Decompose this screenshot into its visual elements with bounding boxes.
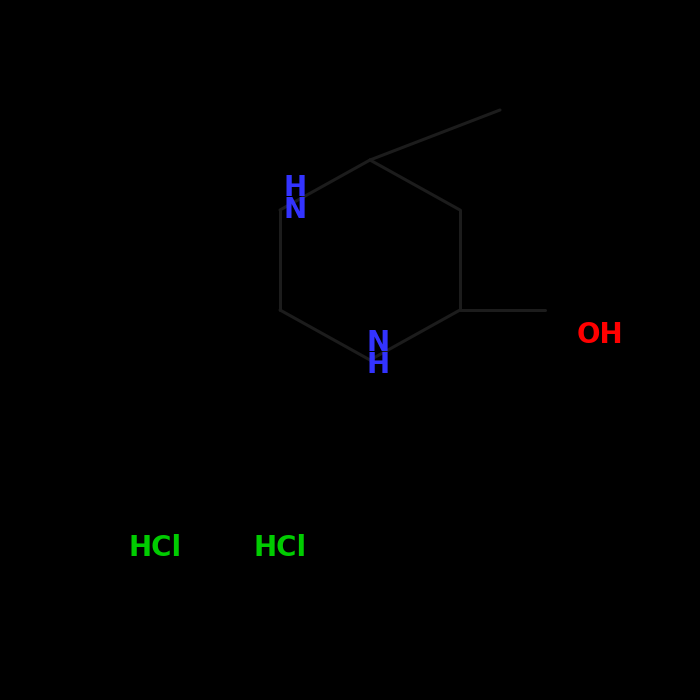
Text: HCl: HCl [128,534,181,562]
Text: H: H [366,351,390,379]
Text: HCl: HCl [253,534,307,562]
Text: OH: OH [577,321,623,349]
Text: N: N [366,329,390,357]
Text: N: N [284,196,307,224]
Text: H: H [284,174,307,202]
